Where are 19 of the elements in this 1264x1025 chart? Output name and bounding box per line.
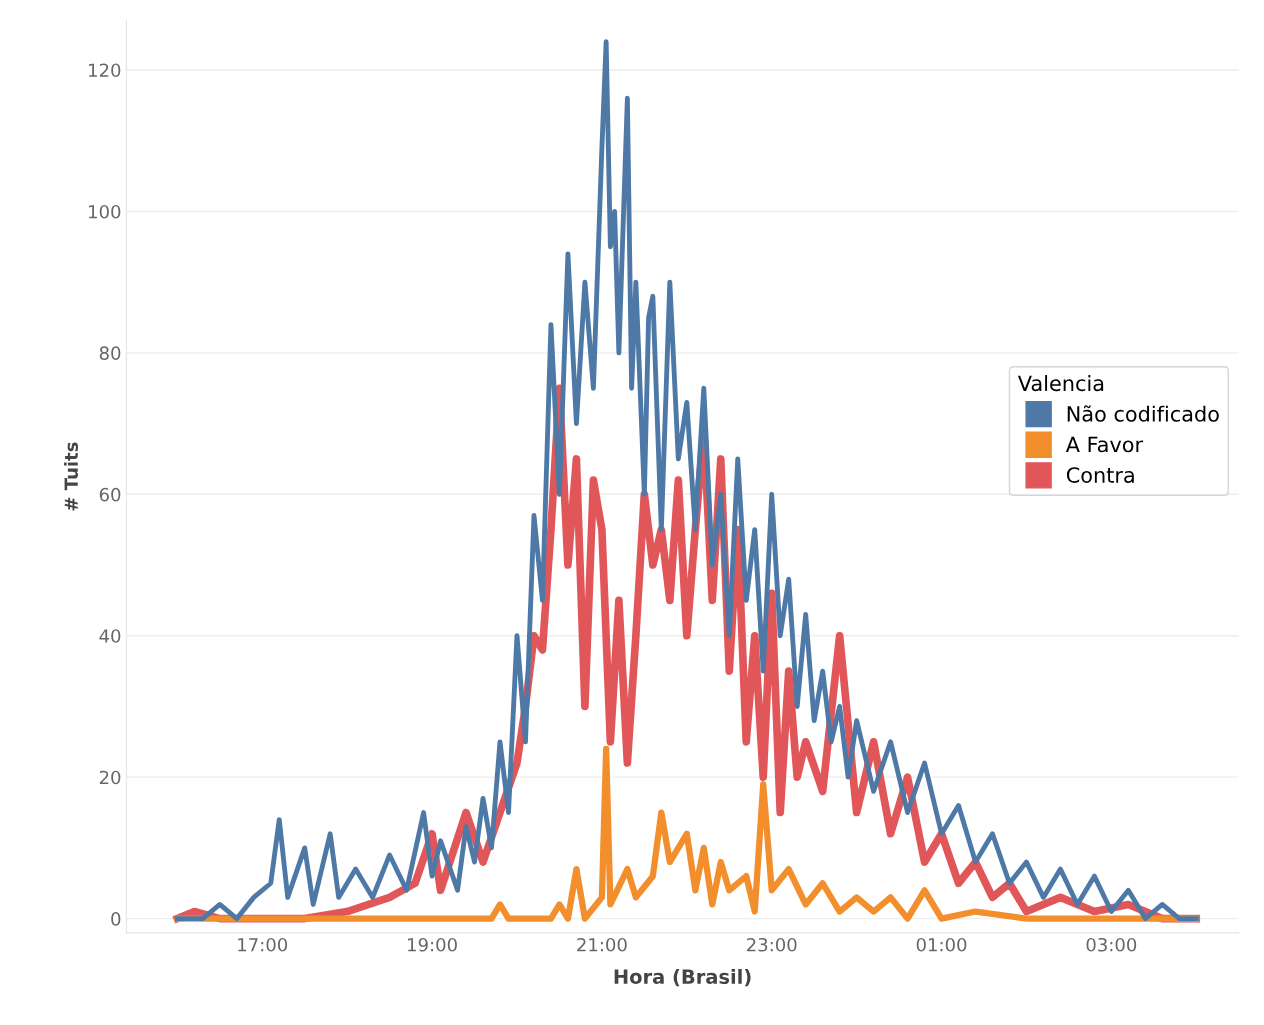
x-tick-label: 17:00 (238, 937, 288, 952)
y-tick-label: 80 (99, 346, 121, 360)
legend-label: Não codificado (1067, 405, 1219, 422)
y-tick-label: 20 (99, 770, 121, 785)
y-tick-label: 60 (99, 487, 121, 502)
y-axis-title: # Tuits (64, 442, 79, 511)
x-tick-label: 19:00 (408, 937, 457, 952)
x-tick-label: 23:00 (747, 937, 797, 952)
x-tick-label: 01:00 (916, 937, 967, 952)
y-tick-label: 100 (89, 204, 121, 219)
x-tick-label: 03:00 (1086, 937, 1137, 952)
x-axis-title: Hora (Brasil) (614, 968, 751, 987)
y-tick-label: 120 (89, 63, 121, 78)
legend-title: Valencia (1017, 375, 1104, 392)
x-tick-label: 21:00 (577, 937, 627, 952)
legend-label: A Favor (1065, 436, 1144, 453)
legend-label: Contra (1066, 467, 1134, 483)
y-tick-label: 40 (99, 629, 121, 643)
y-tick-label: 0 (111, 912, 121, 926)
